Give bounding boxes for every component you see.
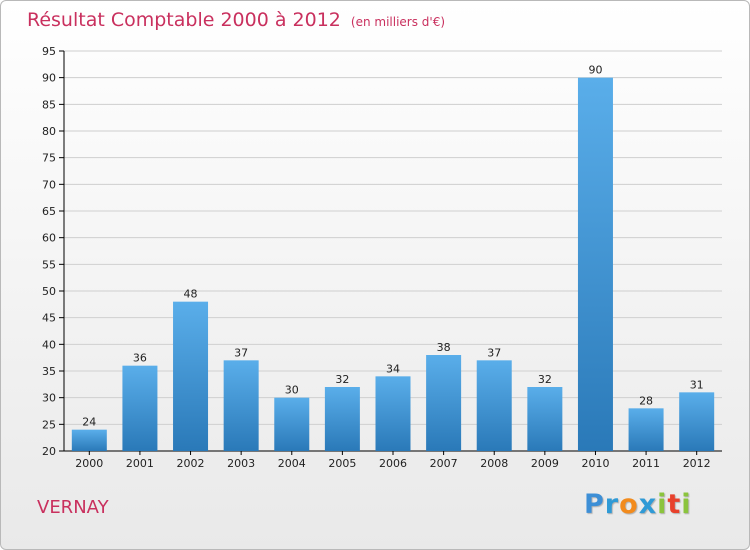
y-tick-label: 25 <box>42 418 56 431</box>
bar-2008 <box>476 360 512 451</box>
x-tick-label: 2010 <box>581 457 609 470</box>
y-tick-label: 45 <box>42 312 56 325</box>
bar-value-label: 32 <box>335 373 349 386</box>
x-tick-label: 2008 <box>480 457 508 470</box>
bar-2003 <box>223 360 259 451</box>
logo-letter: x <box>638 489 658 520</box>
bar-value-label: 28 <box>639 394 653 407</box>
x-tick-label: 2011 <box>632 457 660 470</box>
y-tick-label: 35 <box>42 365 56 378</box>
bar-2009 <box>527 387 563 451</box>
y-tick-label: 75 <box>42 152 56 165</box>
logo-letter: i <box>657 489 668 520</box>
y-tick-label: 90 <box>42 72 56 85</box>
y-tick-label: 85 <box>42 98 56 111</box>
x-tick-label: 2001 <box>126 457 154 470</box>
x-tick-label: 2000 <box>75 457 103 470</box>
bar-value-label: 32 <box>538 373 552 386</box>
bar-2007 <box>426 355 462 451</box>
x-tick-label: 2006 <box>379 457 407 470</box>
y-tick-label: 50 <box>42 285 56 298</box>
y-tick-label: 80 <box>42 125 56 138</box>
bar-2010 <box>577 77 613 452</box>
bar-value-label: 90 <box>588 64 602 77</box>
bar-2000 <box>71 429 107 451</box>
x-tick-label: 2003 <box>227 457 255 470</box>
bar-2006 <box>375 376 411 451</box>
bars <box>71 77 715 452</box>
place-name: VERNAY <box>37 497 109 518</box>
x-tick-label: 2004 <box>278 457 306 470</box>
x-tick-label: 2002 <box>177 457 205 470</box>
logo-letter: o <box>619 489 639 520</box>
chart-unit-subtitle: (en milliers d'€) <box>350 15 446 29</box>
bar-2012 <box>679 392 715 451</box>
y-tick-label: 70 <box>42 178 56 191</box>
y-tick-label: 20 <box>42 445 56 458</box>
logo-letter: P <box>584 489 605 520</box>
bar-value-label: 31 <box>690 378 704 391</box>
y-tick-label: 55 <box>42 258 56 271</box>
y-tick-label: 60 <box>42 232 56 245</box>
y-tick-label: 40 <box>42 338 56 351</box>
chart-title: Résultat Comptable 2000 à 2012 (en millie… <box>27 9 445 31</box>
y-tick-label: 30 <box>42 392 56 405</box>
logo-letter: t <box>667 489 682 520</box>
y-tick-label: 65 <box>42 205 56 218</box>
x-tick-label: 2005 <box>328 457 356 470</box>
bar-value-label: 38 <box>437 341 451 354</box>
bar-2004 <box>274 397 310 451</box>
logo-letter: i <box>681 489 692 520</box>
bar-2002 <box>173 301 209 451</box>
bar-value-label: 48 <box>184 288 198 301</box>
bar-value-label: 37 <box>487 346 501 359</box>
bar-2005 <box>324 387 360 451</box>
x-tick-label: 2009 <box>531 457 559 470</box>
proxiti-logo: Proxiti <box>584 489 692 520</box>
labels: 20 25 30 35 40 45 50 55 60 65 70 75 80 85 90 95 24 2000 36… <box>42 45 711 470</box>
bar-2001 <box>122 365 158 451</box>
chart-title-text: Résultat Comptable 2000 à 2012 <box>27 9 341 31</box>
bar-value-label: 36 <box>133 352 147 365</box>
bar-2011 <box>628 408 664 451</box>
bar-value-label: 34 <box>386 362 400 375</box>
y-tick-label: 95 <box>42 45 56 58</box>
bar-value-label: 24 <box>82 416 96 429</box>
x-tick-label: 2012 <box>683 457 711 470</box>
bar-value-label: 37 <box>234 346 248 359</box>
x-tick-label: 2007 <box>430 457 458 470</box>
logo-letter: r <box>604 489 620 520</box>
bar-value-label: 30 <box>285 384 299 397</box>
